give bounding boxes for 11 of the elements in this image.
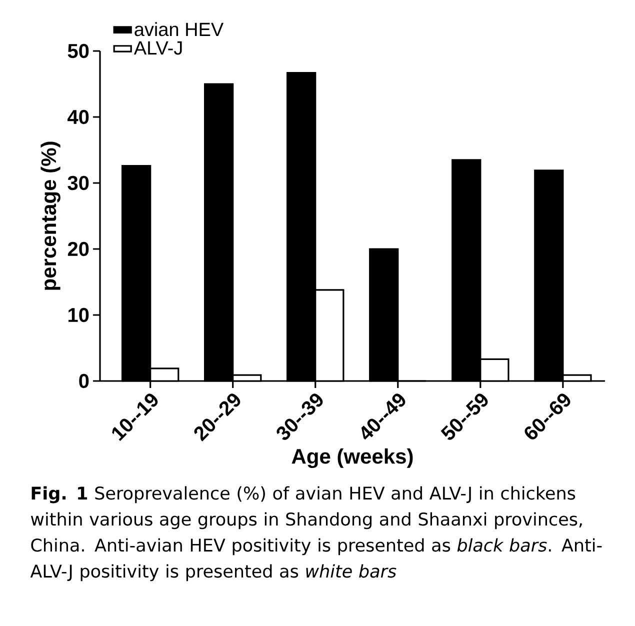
y-tick-label: 0 [79, 374, 89, 388]
y-tick-label: 40 [68, 110, 89, 124]
y-tick-label: 50 [68, 44, 89, 58]
legend-label: avian HEV [134, 22, 224, 36]
y-axis-title: percentage (%) [40, 142, 60, 290]
x-axis-title: Age (weeks) [292, 448, 413, 468]
y-tick-label: 30 [68, 176, 89, 190]
y-tick-label: 10 [68, 308, 89, 322]
text: Fig. 1 Seroprevalence (%) of avian HEV and ALV-J in chickens within various age groups in Shandong and Shaanxi provinces, China. Anti-avian HEV positivity is presented as black bars. Anti-ALV-J positivity is presented as white bars [30, 486, 602, 582]
y-tick-label: 20 [68, 242, 89, 256]
legend-label: ALV-J [134, 41, 182, 55]
